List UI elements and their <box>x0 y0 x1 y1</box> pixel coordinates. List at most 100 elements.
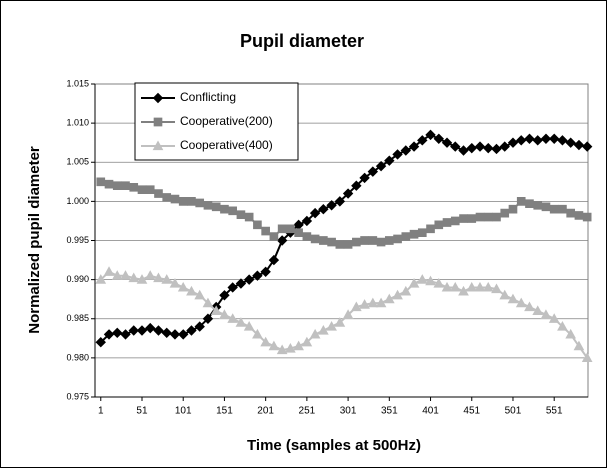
marker <box>261 226 270 236</box>
y-tick-label: 0.995 <box>66 235 89 245</box>
marker <box>342 309 354 319</box>
marker <box>491 283 502 294</box>
y-tick-label: 0.985 <box>66 313 89 323</box>
marker <box>186 325 197 336</box>
marker <box>121 181 130 191</box>
x-tick-label: 151 <box>216 406 233 417</box>
marker <box>541 202 551 212</box>
marker <box>169 329 181 340</box>
marker <box>227 313 239 323</box>
marker <box>548 133 560 144</box>
marker <box>384 236 394 245</box>
marker <box>360 236 369 245</box>
marker <box>433 133 444 144</box>
marker <box>277 224 287 234</box>
marker <box>557 321 568 331</box>
marker <box>187 197 196 206</box>
marker <box>128 325 139 336</box>
marker <box>178 197 188 206</box>
marker <box>401 232 411 241</box>
marker <box>516 135 527 146</box>
marker <box>286 224 295 234</box>
marker <box>145 322 156 334</box>
marker <box>408 278 420 288</box>
marker <box>202 297 214 308</box>
marker <box>508 204 518 214</box>
marker <box>393 234 402 244</box>
marker <box>458 285 469 296</box>
marker <box>375 160 387 172</box>
marker <box>326 321 337 331</box>
marker <box>425 275 436 286</box>
marker <box>153 325 164 336</box>
marker <box>375 297 387 308</box>
marker <box>96 177 106 187</box>
marker <box>236 210 246 220</box>
marker <box>359 299 370 309</box>
marker <box>235 278 247 289</box>
y-tick-label: 1.000 <box>66 196 89 206</box>
marker <box>507 137 519 148</box>
marker <box>416 274 428 284</box>
marker <box>532 305 544 316</box>
marker <box>244 212 254 222</box>
marker <box>351 180 362 191</box>
marker <box>400 285 412 296</box>
marker <box>352 237 361 247</box>
marker <box>137 185 147 194</box>
marker <box>95 274 107 284</box>
marker <box>309 207 321 219</box>
y-tick-label: 0.980 <box>66 352 89 362</box>
marker <box>220 204 229 214</box>
marker <box>499 289 511 300</box>
marker <box>492 212 501 222</box>
marker <box>177 281 189 292</box>
marker <box>392 289 403 300</box>
marker <box>409 229 419 239</box>
marker <box>483 212 493 222</box>
marker <box>309 328 321 339</box>
marker <box>268 340 280 351</box>
marker <box>301 336 313 347</box>
marker <box>194 289 206 300</box>
marker <box>112 327 123 339</box>
marker <box>408 141 420 152</box>
marker <box>334 196 346 207</box>
marker <box>243 274 255 285</box>
legend-marker <box>152 140 164 151</box>
marker <box>227 282 238 293</box>
marker <box>195 198 205 208</box>
marker <box>466 281 478 292</box>
marker <box>153 272 164 283</box>
marker <box>342 188 354 199</box>
marker <box>210 305 222 316</box>
y-tick-label: 1.010 <box>66 118 89 128</box>
x-tick-label: 201 <box>257 406 274 417</box>
legend-label: Cooperative(200) <box>180 114 273 128</box>
marker <box>417 228 427 237</box>
marker <box>120 270 131 280</box>
chart-title: Pupil diameter <box>240 31 364 51</box>
y-tick-label: 1.015 <box>66 78 89 88</box>
marker <box>565 137 576 148</box>
marker <box>383 293 395 304</box>
marker <box>334 317 346 327</box>
marker <box>533 200 543 210</box>
marker <box>252 270 263 281</box>
marker <box>483 142 494 154</box>
marker <box>111 270 123 280</box>
x-tick-label: 1 <box>98 406 104 417</box>
marker <box>350 301 362 312</box>
marker <box>219 309 230 319</box>
marker <box>442 218 452 227</box>
x-axis-label: Time (samples at 500Hz) <box>247 437 421 454</box>
legend-label: Conflicting <box>180 90 236 104</box>
marker <box>294 228 303 237</box>
marker <box>540 309 552 319</box>
marker <box>276 235 288 246</box>
marker <box>161 274 173 284</box>
marker <box>285 342 296 353</box>
marker <box>474 281 486 292</box>
legend-marker <box>152 92 164 104</box>
